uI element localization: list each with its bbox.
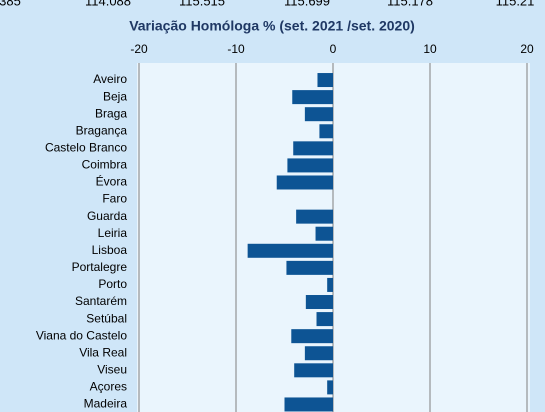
y-tick-label: Beja: [103, 89, 127, 103]
bar: [247, 243, 333, 258]
top-row-value: 385: [0, 0, 21, 8]
x-tick-label: 10: [423, 42, 437, 56]
bar: [305, 295, 333, 310]
y-tick-label: Guarda: [87, 209, 127, 223]
y-tick-label: Madeira: [84, 397, 128, 411]
x-tick-label: -20: [130, 42, 148, 56]
y-tick-label: Aveiro: [93, 72, 127, 86]
bar: [284, 397, 333, 412]
y-tick-label: Viseu: [97, 362, 127, 376]
bar: [304, 346, 333, 361]
y-tick-label: Bragança: [76, 123, 128, 137]
bar: [319, 124, 333, 139]
y-tick-label: Coimbra: [82, 158, 128, 172]
y-tick-label: Viana do Castelo: [36, 328, 128, 342]
bar: [294, 363, 333, 378]
y-tick-label: Faro: [102, 192, 127, 206]
bar: [287, 158, 333, 173]
bar: [316, 312, 333, 327]
bar: [327, 277, 333, 292]
bar: [315, 226, 333, 241]
top-row-value: 115.515: [179, 0, 225, 8]
bar: [292, 90, 333, 105]
bar: [296, 209, 333, 224]
y-tick-label: Braga: [95, 106, 127, 120]
bar: [276, 175, 333, 190]
bar: [286, 260, 333, 275]
y-tick-label: Vila Real: [79, 345, 127, 359]
bar: [327, 380, 333, 395]
y-tick-label: Évora: [96, 174, 128, 189]
y-tick-label: Porto: [98, 277, 127, 291]
y-tick-label: Lisboa: [92, 243, 128, 257]
top-row-value: 115.178: [387, 0, 433, 8]
x-tick-label: -10: [227, 42, 245, 56]
bar: [304, 107, 333, 122]
y-tick-label: Açores: [90, 380, 127, 394]
top-row-value: 114.088: [85, 0, 131, 8]
y-tick-label: Setúbal: [86, 311, 127, 325]
top-row-value: 115.699: [284, 0, 330, 8]
y-tick-label: Santarém: [75, 294, 127, 308]
bar: [291, 329, 333, 344]
chart-title: Variação Homóloga % (set. 2021 /set. 202…: [129, 18, 415, 34]
x-tick-label: 0: [330, 42, 337, 56]
bar: [317, 73, 333, 88]
x-tick-label: 20: [520, 42, 534, 56]
bar: [293, 141, 333, 156]
y-tick-label: Castelo Branco: [45, 141, 127, 155]
y-tick-label: Portalegre: [72, 260, 128, 274]
y-tick-label: Leiria: [98, 226, 128, 240]
top-row-value: 115.21: [496, 0, 535, 8]
